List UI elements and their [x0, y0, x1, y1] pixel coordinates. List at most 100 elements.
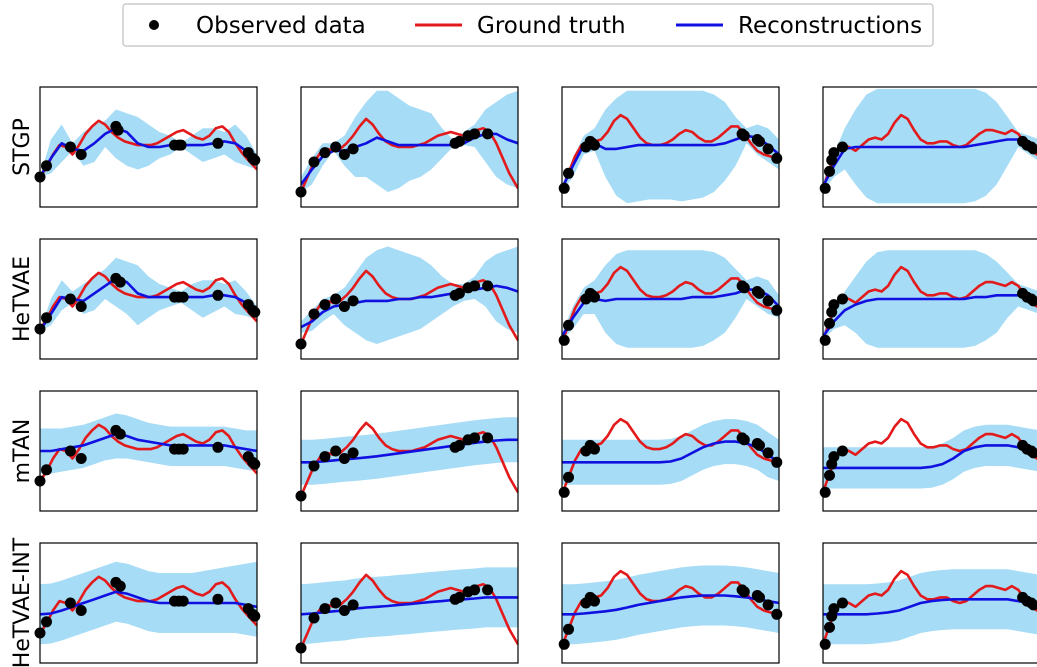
observed-point — [64, 293, 76, 305]
observed-point — [212, 137, 224, 149]
observed-point — [762, 143, 774, 155]
observed-point — [330, 141, 342, 153]
panel — [558, 542, 783, 664]
legend-observed-label: Observed data — [196, 13, 366, 39]
reconstruction-line — [301, 438, 518, 464]
observed-point — [828, 299, 840, 311]
ground-truth-line — [823, 417, 1037, 493]
panel-frame — [39, 86, 258, 208]
observed-point — [1028, 143, 1037, 155]
observed-point — [347, 295, 359, 307]
observed-point — [114, 276, 126, 288]
observed-point — [319, 147, 331, 159]
observed-point — [1028, 295, 1037, 307]
panel — [295, 238, 519, 360]
observed-point — [64, 445, 76, 457]
observed-point — [754, 135, 765, 147]
row-label: HeTVAE — [10, 256, 35, 342]
panel-frame — [822, 86, 1037, 208]
observed-point — [563, 623, 574, 635]
panel-frame — [300, 390, 519, 512]
observed-point — [589, 443, 600, 455]
observed-point — [41, 464, 52, 476]
observed-point — [819, 334, 831, 346]
ground-truth-line — [823, 569, 1037, 645]
observed-point — [64, 597, 76, 609]
observed-point — [824, 317, 835, 329]
panel-frame — [39, 542, 258, 664]
uncertainty-band — [40, 257, 257, 331]
reconstruction-line — [301, 596, 518, 616]
panel — [819, 86, 1037, 208]
observed-point — [308, 460, 320, 472]
observed-point — [41, 312, 52, 324]
observed-point — [563, 167, 574, 179]
observed-point — [347, 599, 359, 611]
observed-point — [330, 293, 342, 305]
observed-point — [771, 304, 783, 316]
panel-frame — [822, 390, 1037, 512]
panel-frame — [300, 542, 519, 664]
observed-point — [754, 439, 765, 451]
panel-plot-area — [823, 417, 1037, 493]
observed-point — [469, 280, 481, 292]
observed-point — [738, 130, 750, 142]
panel — [295, 86, 519, 208]
panel — [819, 238, 1037, 360]
observed-point — [563, 471, 574, 483]
observed-point — [482, 584, 494, 596]
panel-frame — [561, 86, 780, 208]
observed-point — [212, 593, 224, 605]
panel-frame — [561, 542, 780, 664]
observed-point — [453, 287, 465, 299]
observed-point — [249, 458, 261, 470]
observed-point — [75, 301, 87, 312]
observed-point — [319, 299, 331, 311]
observed-point — [308, 156, 320, 168]
observed-point — [308, 308, 320, 320]
legend-frame — [122, 3, 934, 47]
observed-point — [589, 291, 600, 303]
panel-frame — [300, 238, 519, 360]
row-label: HeTVAE-INT — [10, 537, 35, 667]
legend: Observed data Ground truth Reconstructio… — [122, 3, 934, 47]
observed-point — [1028, 599, 1037, 611]
observed-point — [738, 434, 750, 446]
observed-point — [319, 451, 331, 463]
observed-point — [824, 621, 835, 633]
reconstruction-line — [823, 138, 1037, 188]
uncertainty-band — [40, 109, 257, 177]
observed-point — [482, 128, 494, 140]
observed-point — [249, 306, 261, 318]
observed-point — [762, 447, 774, 459]
row-label: mTAN — [10, 419, 35, 484]
observed-point — [558, 638, 570, 650]
panel-frame — [822, 542, 1037, 664]
observed-point — [589, 595, 600, 607]
panel — [34, 390, 261, 512]
observed-point — [41, 616, 52, 628]
observed-point — [338, 605, 350, 616]
row-label: STGP — [10, 118, 35, 176]
observed-point — [177, 443, 189, 455]
panel-plot-area — [823, 88, 1037, 204]
observed-point — [75, 605, 87, 616]
legend-truth-label: Ground truth — [477, 13, 626, 39]
uncertainty-band — [40, 561, 257, 645]
observed-point — [338, 453, 350, 464]
observed-point — [828, 147, 840, 159]
panel-frame — [39, 238, 258, 360]
observed-point — [453, 591, 465, 603]
panel — [34, 542, 261, 664]
uncertainty-band — [301, 246, 518, 344]
observed-point — [762, 599, 774, 611]
reconstruction-line — [823, 294, 1037, 338]
observed-point — [249, 610, 261, 622]
observed-point — [453, 439, 465, 451]
panel — [558, 86, 783, 208]
observed-point — [469, 432, 481, 444]
panel — [295, 390, 519, 512]
observed-point — [819, 182, 831, 194]
panel — [558, 390, 783, 512]
observed-point — [563, 319, 574, 331]
